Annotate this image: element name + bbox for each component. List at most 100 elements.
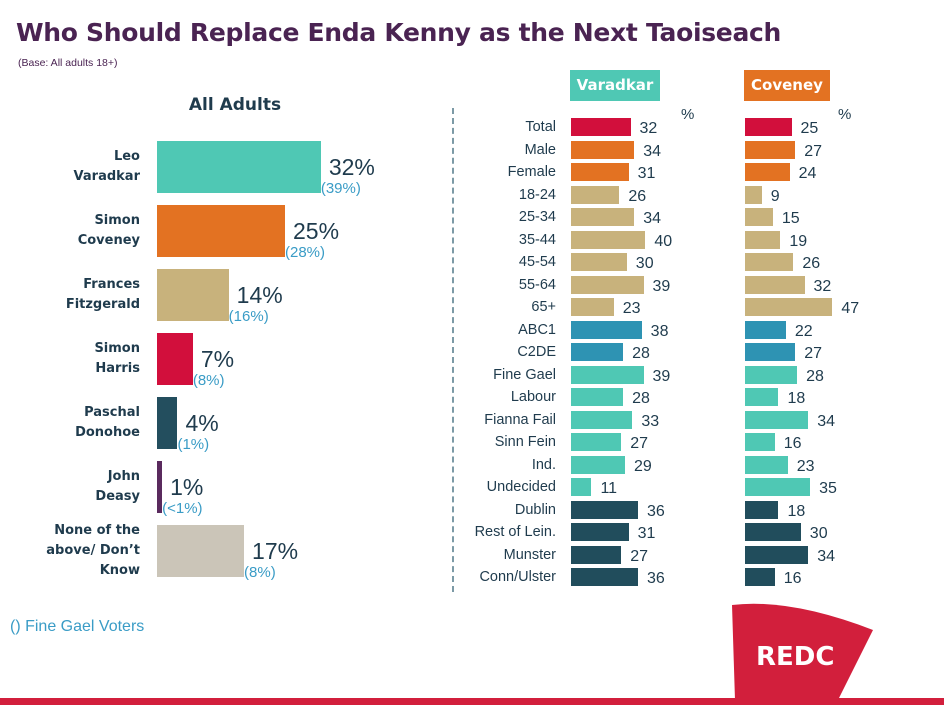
varadkar-value-label: 40: [654, 232, 673, 250]
category-label: Munster: [503, 546, 556, 563]
varadkar-bar: [571, 365, 644, 384]
coveney-bar: [745, 545, 809, 564]
coveney-value-label: 27: [804, 142, 823, 160]
coveney-bar: [745, 163, 790, 181]
category-label: 45-54: [518, 254, 556, 270]
candidate-label: Simon Coveney: [0, 211, 140, 251]
varadkar-value-label: 32: [639, 120, 658, 137]
varadkar-value-label: 33: [641, 412, 660, 430]
varadkar-value-label: 34: [643, 142, 662, 160]
candidate-value-label: 7%: [200, 346, 235, 372]
candidate-label: Simon Harris: [0, 339, 140, 379]
fine-gael-value-label: (28%): [285, 244, 326, 261]
candidate-value-label: 32%: [328, 154, 375, 180]
page-title: Who Should Replace Enda Kenny as the Nex…: [16, 18, 782, 47]
varadkar-value-label: 30: [635, 255, 654, 272]
category-label: Ind.: [531, 456, 556, 473]
fine-gael-value-label: (16%): [228, 308, 269, 325]
varadkar-value-label: 39: [652, 277, 671, 295]
coveney-bar: [745, 140, 796, 159]
varadkar-value-label: 27: [630, 435, 649, 452]
varadkar-bar: [571, 230, 646, 249]
category-label: ABC1: [518, 321, 556, 338]
coveney-value-label: 16: [783, 570, 802, 587]
category-label: Dublin: [514, 501, 556, 518]
logo-text: REDC: [756, 642, 834, 672]
candidate-label-line: Deasy: [95, 489, 140, 504]
candidate-value-label: 17%: [252, 538, 299, 564]
category-label: Fianna Fail: [484, 411, 556, 428]
coveney-bar: [745, 208, 773, 226]
candidate-label: Leo Varadkar: [0, 147, 140, 187]
fine-gael-value-label: (8%): [192, 372, 225, 389]
candidate-label-line: None of the: [54, 523, 140, 538]
candidate-label-line: John: [107, 469, 140, 484]
varadkar-value-label: 38: [650, 322, 669, 340]
varadkar-bar: [571, 568, 638, 586]
category-label: 55-64: [518, 276, 556, 293]
candidate-label-line: Simon: [94, 341, 140, 356]
candidate-label-line: Donohoe: [75, 425, 140, 440]
varadkar-bar: [571, 455, 625, 474]
varadkar-bar: [571, 388, 624, 406]
coveney-percent-symbol: %: [838, 106, 852, 123]
coveney-value-label: 34: [817, 412, 836, 430]
varadkar-value-label: 36: [646, 502, 665, 520]
coveney-value-label: 19: [789, 232, 808, 250]
all-adults-heading: All Adults: [188, 95, 282, 115]
candidate-value-label: 4%: [185, 410, 219, 436]
coveney-value-label: 18: [787, 390, 806, 407]
candidate-label-line: Coveney: [77, 233, 140, 248]
varadkar-bar: [571, 185, 620, 204]
candidate-label-line: Leo: [113, 149, 140, 164]
candidate-label-line: Harris: [95, 361, 140, 376]
varadkar-bar: [571, 545, 622, 564]
varadkar-bar: [571, 208, 635, 226]
candidate-bar: [157, 269, 229, 321]
coveney-bar: [745, 410, 809, 429]
candidate-label-line: Know: [99, 563, 140, 578]
candidate-bar: [157, 141, 321, 193]
varadkar-bar: [571, 298, 614, 316]
candidate-label-line: Simon: [94, 213, 140, 228]
candidate-label: Paschal Donohoe: [0, 403, 140, 443]
candidate-label-line: above/ Don’t: [46, 543, 140, 558]
category-label: Fine Gael: [493, 366, 556, 383]
candidate-value-label: 14%: [236, 282, 283, 308]
varadkar-value-label: 36: [646, 570, 665, 587]
category-label: Male: [524, 141, 556, 158]
candidate-bar: [157, 525, 245, 577]
coveney-bar: [745, 275, 805, 294]
varadkar-value-label: 31: [637, 165, 656, 182]
candidate-value-label: 25%: [293, 218, 340, 244]
candidate-label: Frances Fitzgerald: [0, 275, 140, 315]
varadkar-value-label: 23: [622, 300, 641, 317]
coveney-value-label: 34: [817, 547, 836, 565]
coveney-value-label: 15: [781, 210, 800, 227]
varadkar-value-label: 29: [633, 457, 652, 475]
fine-gael-value-label: (39%): [320, 180, 361, 197]
varadkar-value-label: 26: [628, 187, 647, 205]
varadkar-value-label: 31: [637, 525, 656, 542]
coveney-value-label: 22: [794, 322, 813, 340]
coveney-value-label: 47: [841, 300, 860, 317]
coveney-value-label: 32: [813, 277, 832, 295]
category-label: 25-34: [518, 209, 556, 225]
category-label: 35-44: [518, 231, 556, 248]
candidate-bar: [157, 461, 163, 513]
coveney-value-label: 24: [798, 165, 817, 182]
fine-gael-footnote: () Fine Gael Voters: [10, 618, 145, 635]
candidate-bar: [157, 205, 285, 257]
coveney-bar: [745, 118, 792, 136]
varadkar-bar: [571, 410, 633, 429]
candidate-label-line: Frances: [83, 277, 140, 292]
category-label: Female: [507, 164, 556, 180]
candidate-label-line: Varadkar: [73, 169, 140, 184]
footer-bar: [0, 698, 944, 705]
coveney-value-label: 30: [809, 525, 828, 542]
coveney-value-label: 23: [796, 457, 815, 475]
varadkar-value-label: 11: [600, 480, 618, 497]
category-label: Sinn Fein: [494, 434, 556, 450]
varadkar-value-label: 34: [643, 210, 662, 227]
varadkar-bar: [571, 433, 622, 451]
